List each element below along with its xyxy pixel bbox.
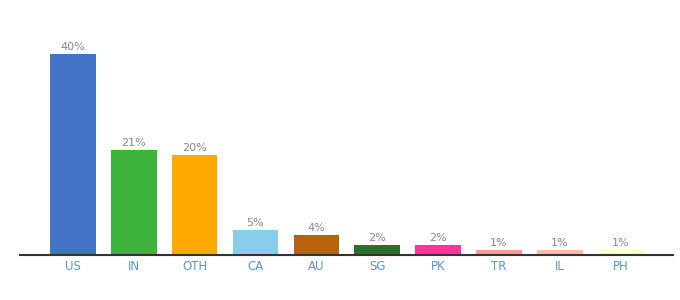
- Text: 21%: 21%: [122, 137, 146, 148]
- Text: 4%: 4%: [307, 223, 325, 233]
- Text: 1%: 1%: [612, 238, 630, 248]
- Bar: [598, 250, 643, 255]
- Bar: [354, 245, 400, 255]
- Bar: [476, 250, 522, 255]
- Text: 2%: 2%: [429, 233, 447, 243]
- Text: 1%: 1%: [551, 238, 568, 248]
- Bar: [537, 250, 583, 255]
- Bar: [294, 235, 339, 255]
- Bar: [415, 245, 461, 255]
- Text: 20%: 20%: [182, 142, 207, 153]
- Bar: [172, 154, 218, 255]
- Text: 1%: 1%: [490, 238, 508, 248]
- Text: 5%: 5%: [247, 218, 265, 228]
- Text: 2%: 2%: [369, 233, 386, 243]
- Bar: [111, 149, 156, 255]
- Text: 40%: 40%: [61, 42, 85, 52]
- Bar: [50, 54, 96, 255]
- Bar: [233, 230, 278, 255]
